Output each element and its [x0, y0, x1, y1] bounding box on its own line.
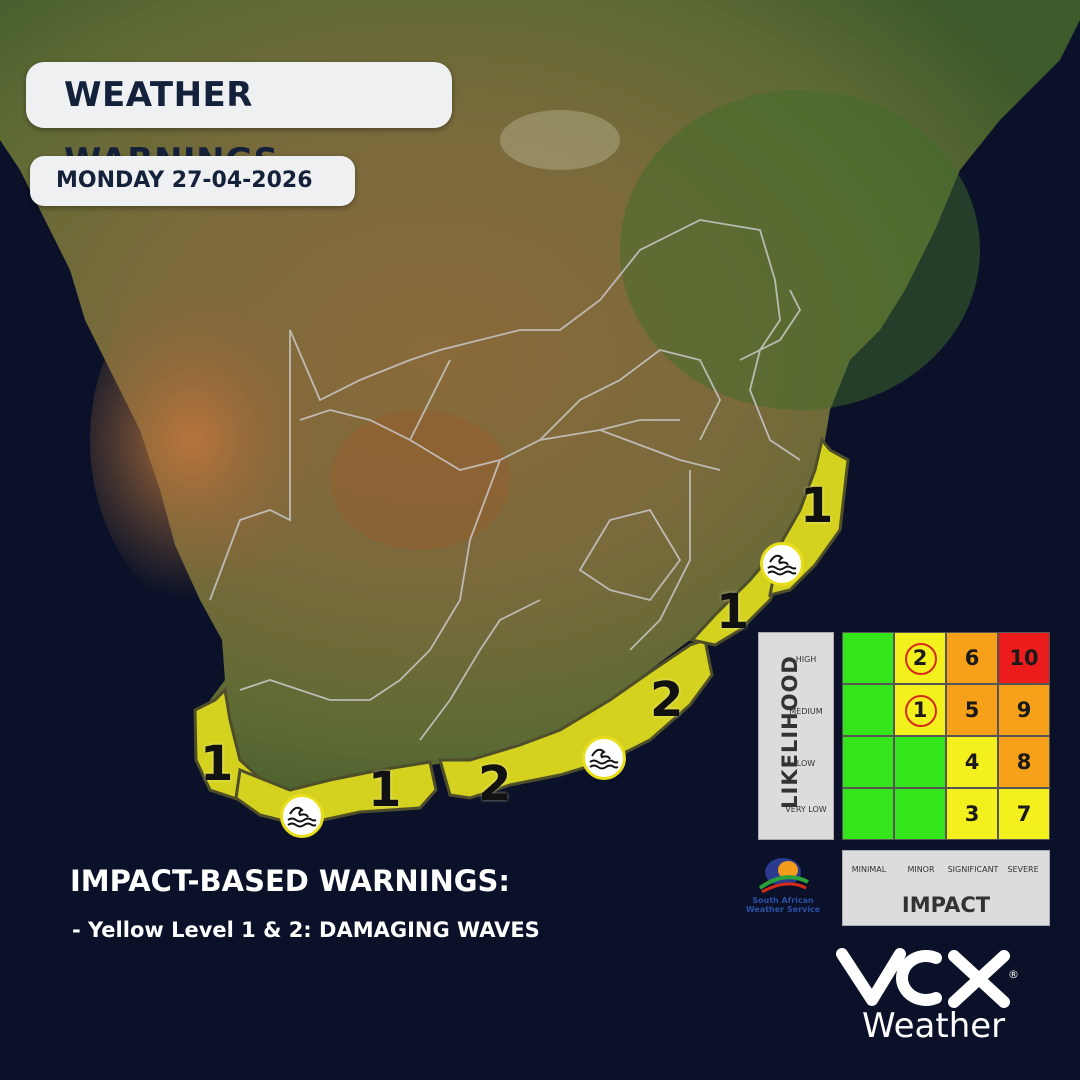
likelihood-label-low: LOW	[796, 759, 816, 768]
matrix-cell: 7	[998, 788, 1050, 840]
waves-icon	[280, 794, 324, 838]
level-label-south-coast-west: 1	[368, 762, 402, 818]
matrix-cell: 8	[998, 736, 1050, 788]
registered-mark: ®	[1008, 968, 1019, 981]
warning-zone-south-coast-east	[438, 638, 714, 800]
kalahari-red-region	[330, 410, 510, 550]
date-pill: MONDAY 27-04-2026	[30, 156, 355, 206]
impact-label-minor: MINOR	[907, 865, 935, 874]
borders	[209, 219, 802, 741]
matrix-cell: 5	[946, 684, 998, 736]
impact-label-significant: SIGNIFICANT	[947, 865, 999, 874]
saws-logo-text: South African Weather Service	[738, 896, 828, 914]
matrix-cell: 4	[946, 736, 998, 788]
level-label-kzn: 1	[800, 478, 834, 534]
waves-icon	[582, 736, 626, 780]
saws-logo	[758, 858, 809, 894]
level-label-west-coast: 1	[200, 736, 234, 792]
matrix-cell: 9	[998, 684, 1050, 736]
likelihood-label-medium: MEDIUM	[789, 707, 823, 716]
impact-title: IMPACT	[901, 893, 991, 917]
vox-logo	[836, 948, 1010, 1008]
matrix-cell: 2	[894, 632, 946, 684]
highlight-circle	[905, 643, 937, 675]
warning-description: - Yellow Level 1 & 2: DAMAGING WAVES	[72, 918, 540, 942]
matrix-cell	[894, 788, 946, 840]
likelihood-axis: LIKELIHOOD HIGH MEDIUM LOW VERY LOW	[758, 632, 834, 840]
matrix-cell	[842, 788, 894, 840]
impact-based-warnings-heading: IMPACT-BASED WARNINGS:	[70, 864, 511, 898]
impact-axis: MINIMAL MINOR SIGNIFICANT SEVERE IMPACT	[842, 850, 1050, 926]
level-label-south-coast-mid: 2	[478, 756, 512, 812]
saws-line-1: South African	[752, 896, 814, 905]
highlight-circle	[905, 695, 937, 727]
impact-label-severe: SEVERE	[1007, 865, 1039, 874]
likelihood-label-very-low: VERY LOW	[785, 805, 827, 814]
likelihood-title: LIKELIHOOD	[778, 655, 802, 809]
desert-region	[90, 240, 430, 640]
level-label-transkei: 1	[716, 584, 750, 640]
matrix-cell: 3	[946, 788, 998, 840]
green-vegetation	[620, 90, 980, 410]
title-pill: WEATHER WARNINGS	[26, 62, 452, 181]
likelihood-label-high: HIGH	[795, 655, 817, 664]
matrix-cell	[842, 684, 894, 736]
salt-pan	[500, 110, 620, 170]
saws-line-2: Weather Service	[745, 905, 821, 914]
risk-matrix: 2 6 10 1 5 9 4 8 3 7	[842, 632, 1050, 840]
level-label-east-cape: 2	[650, 672, 684, 728]
waves-icon	[760, 542, 804, 586]
matrix-cell	[842, 632, 894, 684]
matrix-cell: 10	[998, 632, 1050, 684]
vox-weather-wordmark: Weather	[862, 1006, 1006, 1046]
impact-label-minimal: MINIMAL	[851, 865, 887, 874]
matrix-cell: 1	[894, 684, 946, 736]
matrix-cell	[894, 736, 946, 788]
matrix-cell: 6	[946, 632, 998, 684]
matrix-cell	[842, 736, 894, 788]
